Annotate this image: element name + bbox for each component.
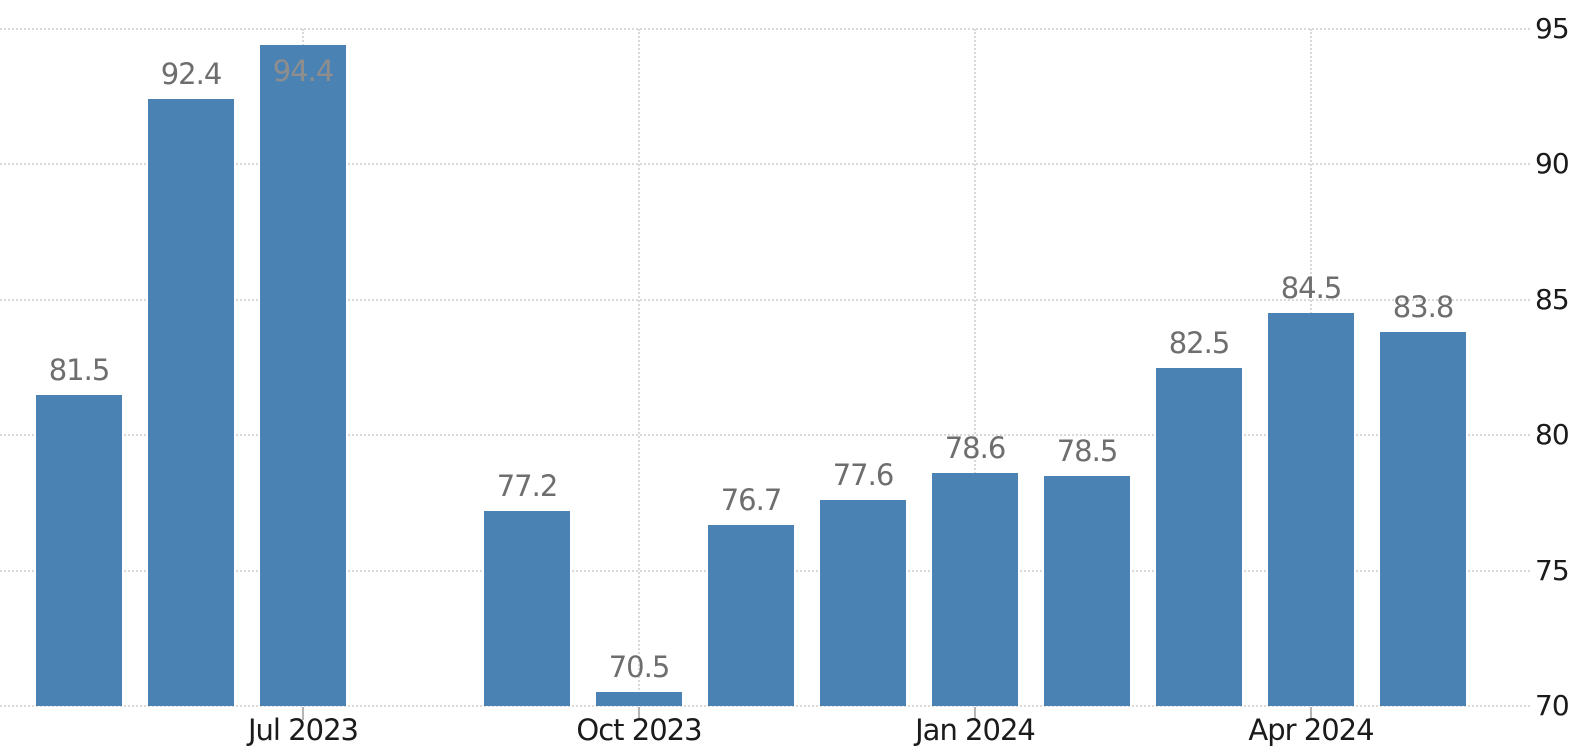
v-gridline [974, 29, 976, 706]
x-axis-label: Oct 2023 [576, 713, 702, 747]
bar-value-label: 77.6 [832, 458, 895, 493]
bar[interactable] [596, 692, 682, 706]
bar[interactable] [1156, 367, 1242, 706]
bar[interactable] [1044, 475, 1130, 706]
bar[interactable] [820, 500, 906, 706]
x-axis-tick [974, 707, 976, 720]
bar-value-label: 83.8 [1392, 290, 1455, 325]
x-axis-label: Apr 2024 [1248, 713, 1374, 747]
h-gridline [0, 28, 1530, 30]
x-axis-label: Jan 2024 [915, 713, 1036, 747]
h-gridline [0, 434, 1530, 437]
bar-value-label: 84.5 [1280, 271, 1343, 306]
y-axis-tick-label: 85 [1535, 282, 1570, 316]
x-axis-label: Jul 2023 [247, 713, 359, 747]
bar-value-label: 81.5 [48, 352, 111, 387]
y-axis-tick-label: 95 [1535, 12, 1570, 45]
bar[interactable] [1380, 332, 1466, 706]
bar-value-label: 78.6 [944, 431, 1007, 466]
x-axis-tick [302, 707, 304, 720]
bar-value-label: 77.2 [496, 469, 559, 504]
bar-value-label: 78.5 [1056, 433, 1119, 468]
bar-value-label: 82.5 [1168, 325, 1231, 360]
bar[interactable] [36, 394, 122, 706]
x-axis-tick [1310, 707, 1312, 720]
y-axis-tick-label: 80 [1535, 418, 1570, 452]
bar-value-label: 70.5 [608, 650, 671, 685]
h-gridline [0, 298, 1530, 301]
bar-value-label: 76.7 [720, 482, 783, 517]
h-gridline [0, 705, 1530, 707]
y-axis-tick-label: 70 [1535, 689, 1570, 722]
bar-value-label: 92.4 [160, 57, 223, 92]
y-axis-tick-label: 90 [1535, 147, 1570, 181]
v-gridline [638, 29, 640, 706]
bar[interactable] [148, 99, 234, 706]
h-gridline [0, 163, 1530, 166]
y-axis-tick-label: 75 [1535, 553, 1570, 587]
bar[interactable] [484, 511, 570, 706]
bar[interactable] [1268, 313, 1354, 706]
x-axis-tick [638, 707, 640, 720]
bar[interactable] [932, 473, 1018, 706]
bar[interactable] [708, 524, 794, 706]
bar[interactable] [260, 45, 346, 706]
bar-value-label: 94.4 [272, 54, 335, 89]
